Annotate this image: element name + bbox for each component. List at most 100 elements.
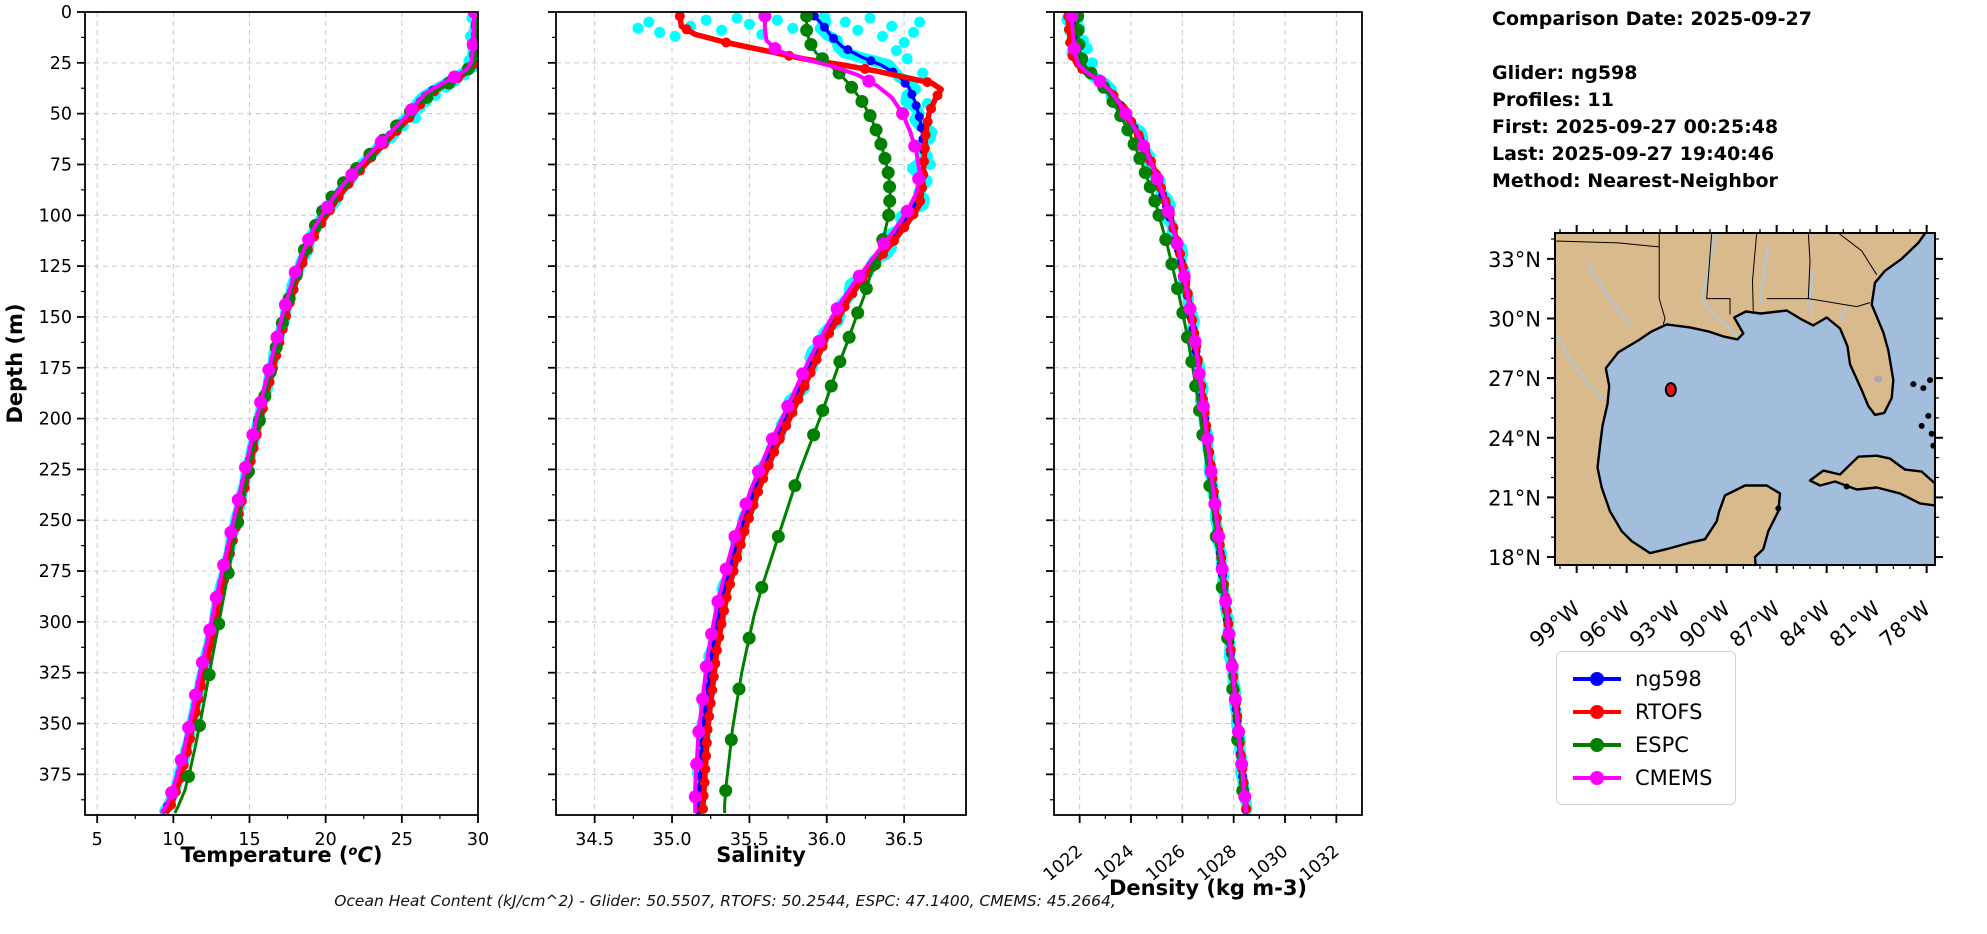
series-marker-ESPC	[845, 80, 859, 94]
series-marker-RTOFS	[915, 196, 926, 207]
series-marker-CMEMS	[1065, 12, 1079, 23]
series-marker-RTOFS	[781, 420, 792, 431]
legend-label: RTOFS	[1635, 699, 1703, 724]
series-marker-CMEMS	[467, 12, 478, 19]
series-marker-CMEMS	[1212, 529, 1226, 543]
series-marker-CMEMS	[830, 302, 844, 316]
series-marker-CMEMS	[209, 590, 223, 604]
series-marker-CMEMS	[758, 12, 772, 23]
series-marker-CMEMS	[182, 721, 196, 735]
map-island	[1930, 442, 1935, 449]
series-marker-CMEMS	[1200, 432, 1214, 446]
series-marker-ESPC	[882, 208, 896, 222]
series-line-ng598	[161, 12, 478, 814]
series-marker-CMEMS	[246, 428, 260, 442]
series-line-ng598	[696, 15, 926, 813]
series-marker-CMEMS	[447, 70, 461, 84]
glider-raw-point	[716, 24, 728, 36]
map-state-border	[1837, 233, 1878, 275]
map-land	[1555, 233, 1927, 565]
series-marker-ESPC	[855, 94, 869, 108]
series-marker-ESPC	[1159, 233, 1173, 247]
x-tick-label: 25	[391, 830, 413, 850]
series-marker-CMEMS	[896, 107, 910, 121]
series-marker-CMEMS	[728, 529, 742, 543]
glider-raw-point	[700, 14, 712, 26]
x-tick-label: 15	[238, 830, 260, 850]
series-line-RTOFS	[163, 12, 478, 815]
map-island	[1928, 430, 1935, 437]
info-line-0: Comparison Date: 2025-09-27	[1492, 8, 1812, 30]
series-marker-ESPC	[1148, 194, 1162, 208]
glider-raw-point	[643, 16, 655, 28]
info-line-6: Method: Nearest-Neighbor	[1492, 170, 1778, 192]
series-marker-CMEMS	[1119, 107, 1133, 121]
series-marker-CMEMS	[302, 233, 316, 247]
glider-raw-point	[1087, 57, 1098, 69]
y-tick-label: 100	[39, 206, 72, 226]
x-tick-label: 1022	[1040, 842, 1087, 886]
series-marker-ESPC	[842, 330, 856, 344]
legend-label: ng598	[1635, 666, 1702, 691]
map-island	[1843, 483, 1850, 490]
series-marker-CMEMS	[908, 139, 922, 153]
series-line-ESPC	[723, 16, 892, 813]
series-marker-ng598	[911, 101, 921, 111]
series-marker-CMEMS	[1228, 692, 1242, 706]
series-marker-CMEMS	[288, 265, 302, 279]
map-river	[1585, 262, 1631, 327]
series-marker-CMEMS	[719, 562, 733, 576]
series-marker-CMEMS	[688, 790, 702, 804]
series-marker-ESPC	[800, 12, 814, 23]
series-marker-ng598	[907, 89, 917, 99]
map-island	[1927, 377, 1933, 384]
series-line-RTOFS	[1065, 15, 1250, 814]
series-marker-CMEMS	[165, 786, 179, 800]
glider-raw-point	[839, 16, 851, 28]
y-tick-label: 325	[39, 664, 72, 684]
series-marker-CMEMS	[345, 168, 359, 182]
glider-raw-point	[743, 18, 755, 30]
series-marker-RTOFS	[793, 394, 804, 405]
series-marker-ng598	[900, 78, 910, 88]
series-marker-ESPC	[883, 194, 897, 208]
series-marker-ESPC	[742, 631, 756, 645]
series-marker-ng598	[843, 45, 853, 55]
map-lon-label: 87°W	[1725, 596, 1785, 652]
series-marker-CMEMS	[1183, 302, 1197, 316]
series-marker-CMEMS	[1150, 172, 1164, 186]
series-marker-ESPC	[874, 137, 888, 151]
series-marker-ESPC	[851, 306, 865, 320]
series-marker-RTOFS	[681, 24, 692, 35]
series-marker-RTOFS	[697, 803, 708, 814]
series-marker-CMEMS	[900, 204, 914, 218]
y-tick-label: 25	[50, 54, 72, 74]
map-lat-label: 18°N	[1488, 546, 1541, 570]
legend-item-RTOFS: RTOFS	[1571, 695, 1713, 728]
legend-item-ESPC: ESPC	[1571, 728, 1713, 761]
series-marker-RTOFS	[674, 12, 685, 22]
series-marker-CMEMS	[239, 460, 253, 474]
series-marker-RTOFS	[725, 579, 736, 590]
series-marker-ESPC	[771, 529, 785, 543]
map-state-border	[1555, 240, 1660, 248]
series-marker-CMEMS	[692, 725, 706, 739]
series-marker-RTOFS	[926, 103, 937, 114]
info-line-5: Last: 2025-09-27 19:40:46	[1492, 143, 1775, 165]
glider-raw-point	[654, 26, 666, 38]
series-marker-ng598	[829, 33, 839, 43]
x-tick-label: 36.5	[885, 830, 924, 850]
panel-0-data	[159, 12, 478, 815]
series-marker-RTOFS	[763, 460, 774, 471]
map-lon-label: 93°W	[1625, 596, 1685, 652]
x-tick-label: 36.0	[807, 830, 846, 850]
map-state-border	[1751, 233, 1758, 313]
series-marker-ESPC	[755, 580, 769, 594]
series-marker-RTOFS	[699, 777, 710, 788]
x-axis-title: Temperature (oC)	[181, 843, 383, 867]
series-marker-CMEMS	[224, 525, 238, 539]
x-axis-title: Density (kg m-3)	[1109, 876, 1307, 900]
legend-swatch-icon	[1573, 737, 1621, 752]
series-marker-RTOFS	[735, 539, 746, 550]
